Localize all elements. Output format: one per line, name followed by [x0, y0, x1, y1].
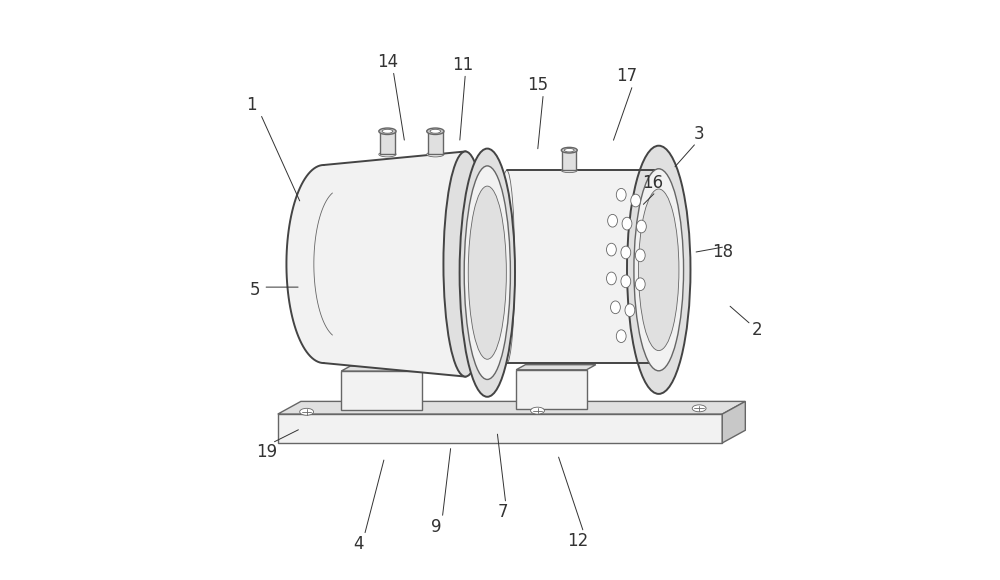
Ellipse shape [379, 152, 396, 157]
Text: 3: 3 [694, 125, 704, 143]
Text: 14: 14 [377, 53, 398, 71]
Ellipse shape [622, 218, 632, 230]
Ellipse shape [621, 275, 631, 288]
Ellipse shape [499, 171, 515, 364]
Polygon shape [380, 131, 395, 154]
Text: 19: 19 [256, 443, 277, 461]
Ellipse shape [443, 151, 487, 376]
Ellipse shape [561, 168, 577, 173]
Text: 16: 16 [642, 174, 664, 192]
Polygon shape [341, 371, 422, 410]
Ellipse shape [635, 278, 645, 291]
Polygon shape [562, 150, 576, 171]
Polygon shape [286, 151, 487, 376]
Ellipse shape [631, 194, 641, 207]
Text: 1: 1 [246, 96, 257, 114]
Polygon shape [722, 401, 745, 443]
Ellipse shape [692, 405, 706, 412]
Ellipse shape [634, 169, 684, 371]
Polygon shape [516, 365, 596, 370]
Ellipse shape [616, 330, 626, 343]
Text: 15: 15 [527, 76, 548, 94]
Ellipse shape [611, 301, 620, 314]
Ellipse shape [531, 407, 544, 414]
Text: 17: 17 [616, 67, 638, 85]
Ellipse shape [608, 215, 617, 227]
Text: 5: 5 [249, 281, 260, 299]
Polygon shape [507, 171, 639, 364]
Ellipse shape [606, 272, 616, 285]
Polygon shape [278, 401, 745, 414]
Ellipse shape [635, 249, 645, 262]
Polygon shape [428, 131, 443, 154]
Ellipse shape [464, 166, 510, 379]
Ellipse shape [430, 129, 441, 133]
Ellipse shape [616, 188, 626, 201]
Text: 18: 18 [712, 244, 733, 262]
Text: 9: 9 [431, 518, 442, 536]
Polygon shape [516, 370, 587, 409]
Ellipse shape [639, 189, 679, 350]
Polygon shape [341, 366, 431, 371]
Text: 4: 4 [353, 535, 364, 553]
Ellipse shape [379, 128, 396, 135]
Ellipse shape [564, 148, 574, 152]
Ellipse shape [468, 186, 506, 359]
Ellipse shape [382, 129, 393, 133]
Text: 12: 12 [567, 532, 589, 550]
Ellipse shape [427, 128, 444, 135]
Ellipse shape [637, 220, 646, 233]
Ellipse shape [621, 246, 631, 259]
Text: 7: 7 [498, 503, 508, 521]
Text: 11: 11 [452, 56, 473, 74]
Ellipse shape [300, 408, 314, 415]
Text: 2: 2 [752, 321, 762, 339]
Ellipse shape [625, 304, 635, 317]
Ellipse shape [606, 243, 616, 256]
Ellipse shape [561, 147, 577, 153]
Ellipse shape [427, 152, 444, 157]
Ellipse shape [460, 148, 515, 397]
Ellipse shape [627, 146, 690, 394]
Polygon shape [278, 414, 722, 443]
